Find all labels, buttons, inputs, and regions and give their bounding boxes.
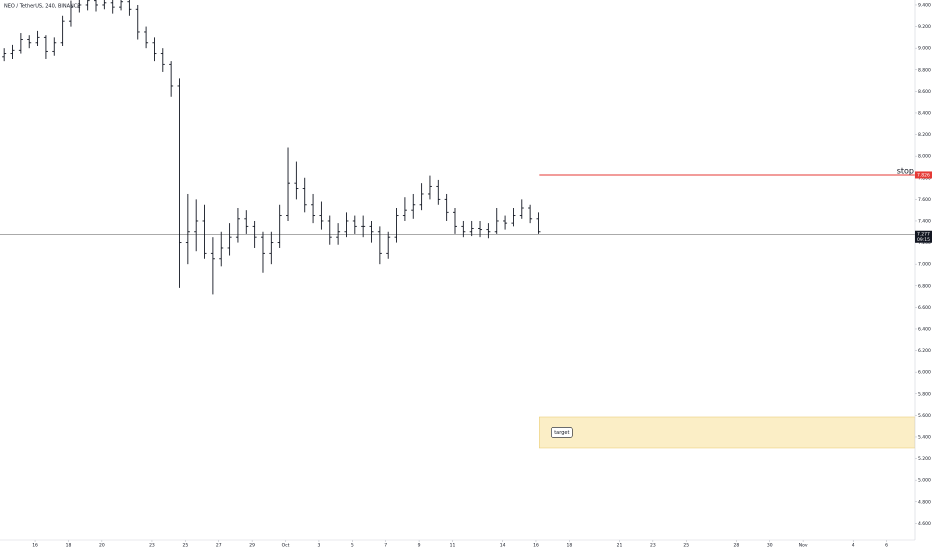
x-tick-label: 9 <box>418 543 421 549</box>
y-tick-label: 8.000 <box>918 154 931 160</box>
stop-price-box <box>915 171 932 179</box>
x-tick-label: 16 <box>533 543 539 549</box>
y-tick-label: 4.600 <box>918 521 931 527</box>
x-tick-label: 18 <box>66 543 72 549</box>
y-tick-label: 6.400 <box>918 326 931 332</box>
x-tick-label: 14 <box>500 543 506 549</box>
y-tick-label: 9.200 <box>918 24 931 30</box>
y-tick-label: 9.400 <box>918 2 931 8</box>
y-tick-label: 9.000 <box>918 46 931 52</box>
x-tick-label: 25 <box>182 543 188 549</box>
stop-price-label: 7.826 <box>917 172 930 178</box>
last-time-label: 09:15 <box>917 237 930 243</box>
x-tick-label: 5 <box>351 543 354 549</box>
y-tick-label: 7.600 <box>918 197 931 203</box>
x-tick-label: 21 <box>617 543 623 549</box>
x-tick-label: 23 <box>650 543 656 549</box>
chart-title: NEO / TetherUS, 240, BINANCE <box>4 4 80 10</box>
last-price-box <box>915 230 932 243</box>
target-zone <box>539 416 915 449</box>
x-tick-label: 7 <box>384 543 387 549</box>
y-tick-label: 5.000 <box>918 478 931 484</box>
x-tick-label: 30 <box>767 543 773 549</box>
x-tick-label: 29 <box>249 543 255 549</box>
x-tick-label: 11 <box>450 543 456 549</box>
plot-area: target <box>0 0 915 449</box>
x-tick-label: 6 <box>885 543 888 549</box>
y-tick-label: 5.200 <box>918 456 931 462</box>
x-tick-label: 4 <box>852 543 855 549</box>
last-price-label: 7.277 <box>917 231 930 237</box>
x-tick-label: Oct <box>282 543 290 549</box>
y-tick-label: 7.000 <box>918 262 931 268</box>
y-tick-label: 8.800 <box>918 67 931 73</box>
x-tick-label: 20 <box>99 543 105 549</box>
y-tick-label: 6.200 <box>918 348 931 354</box>
y-tick-label: 7.200 <box>918 240 931 246</box>
x-tick-label: 16 <box>32 543 38 549</box>
y-tick-label: 6.000 <box>918 370 931 376</box>
x-tick-label: 25 <box>683 543 689 549</box>
y-tick-label: 5.400 <box>918 434 931 440</box>
x-tick-label: 18 <box>567 543 573 549</box>
x-tick-label: Nov <box>799 543 808 549</box>
y-tick-label: 4.800 <box>918 499 931 505</box>
y-tick-label: 8.600 <box>918 89 931 95</box>
x-tick-label: 27 <box>216 543 222 549</box>
target-label-box <box>551 427 573 438</box>
x-tick-label: 28 <box>733 543 739 549</box>
stop-label: stop <box>897 166 914 175</box>
x-tick-label: 23 <box>149 543 155 549</box>
y-tick-label: 6.800 <box>918 283 931 289</box>
target-label: target <box>554 430 569 436</box>
y-tick-label: 8.200 <box>918 132 931 138</box>
y-tick-label: 8.400 <box>918 110 931 116</box>
price-axis <box>915 0 932 550</box>
y-tick-label: 6.600 <box>918 305 931 311</box>
y-tick-label: 7.400 <box>918 218 931 224</box>
y-tick-label: 5.800 <box>918 391 931 397</box>
y-tick-label: 5.600 <box>918 413 931 419</box>
x-tick-label: 3 <box>317 543 320 549</box>
